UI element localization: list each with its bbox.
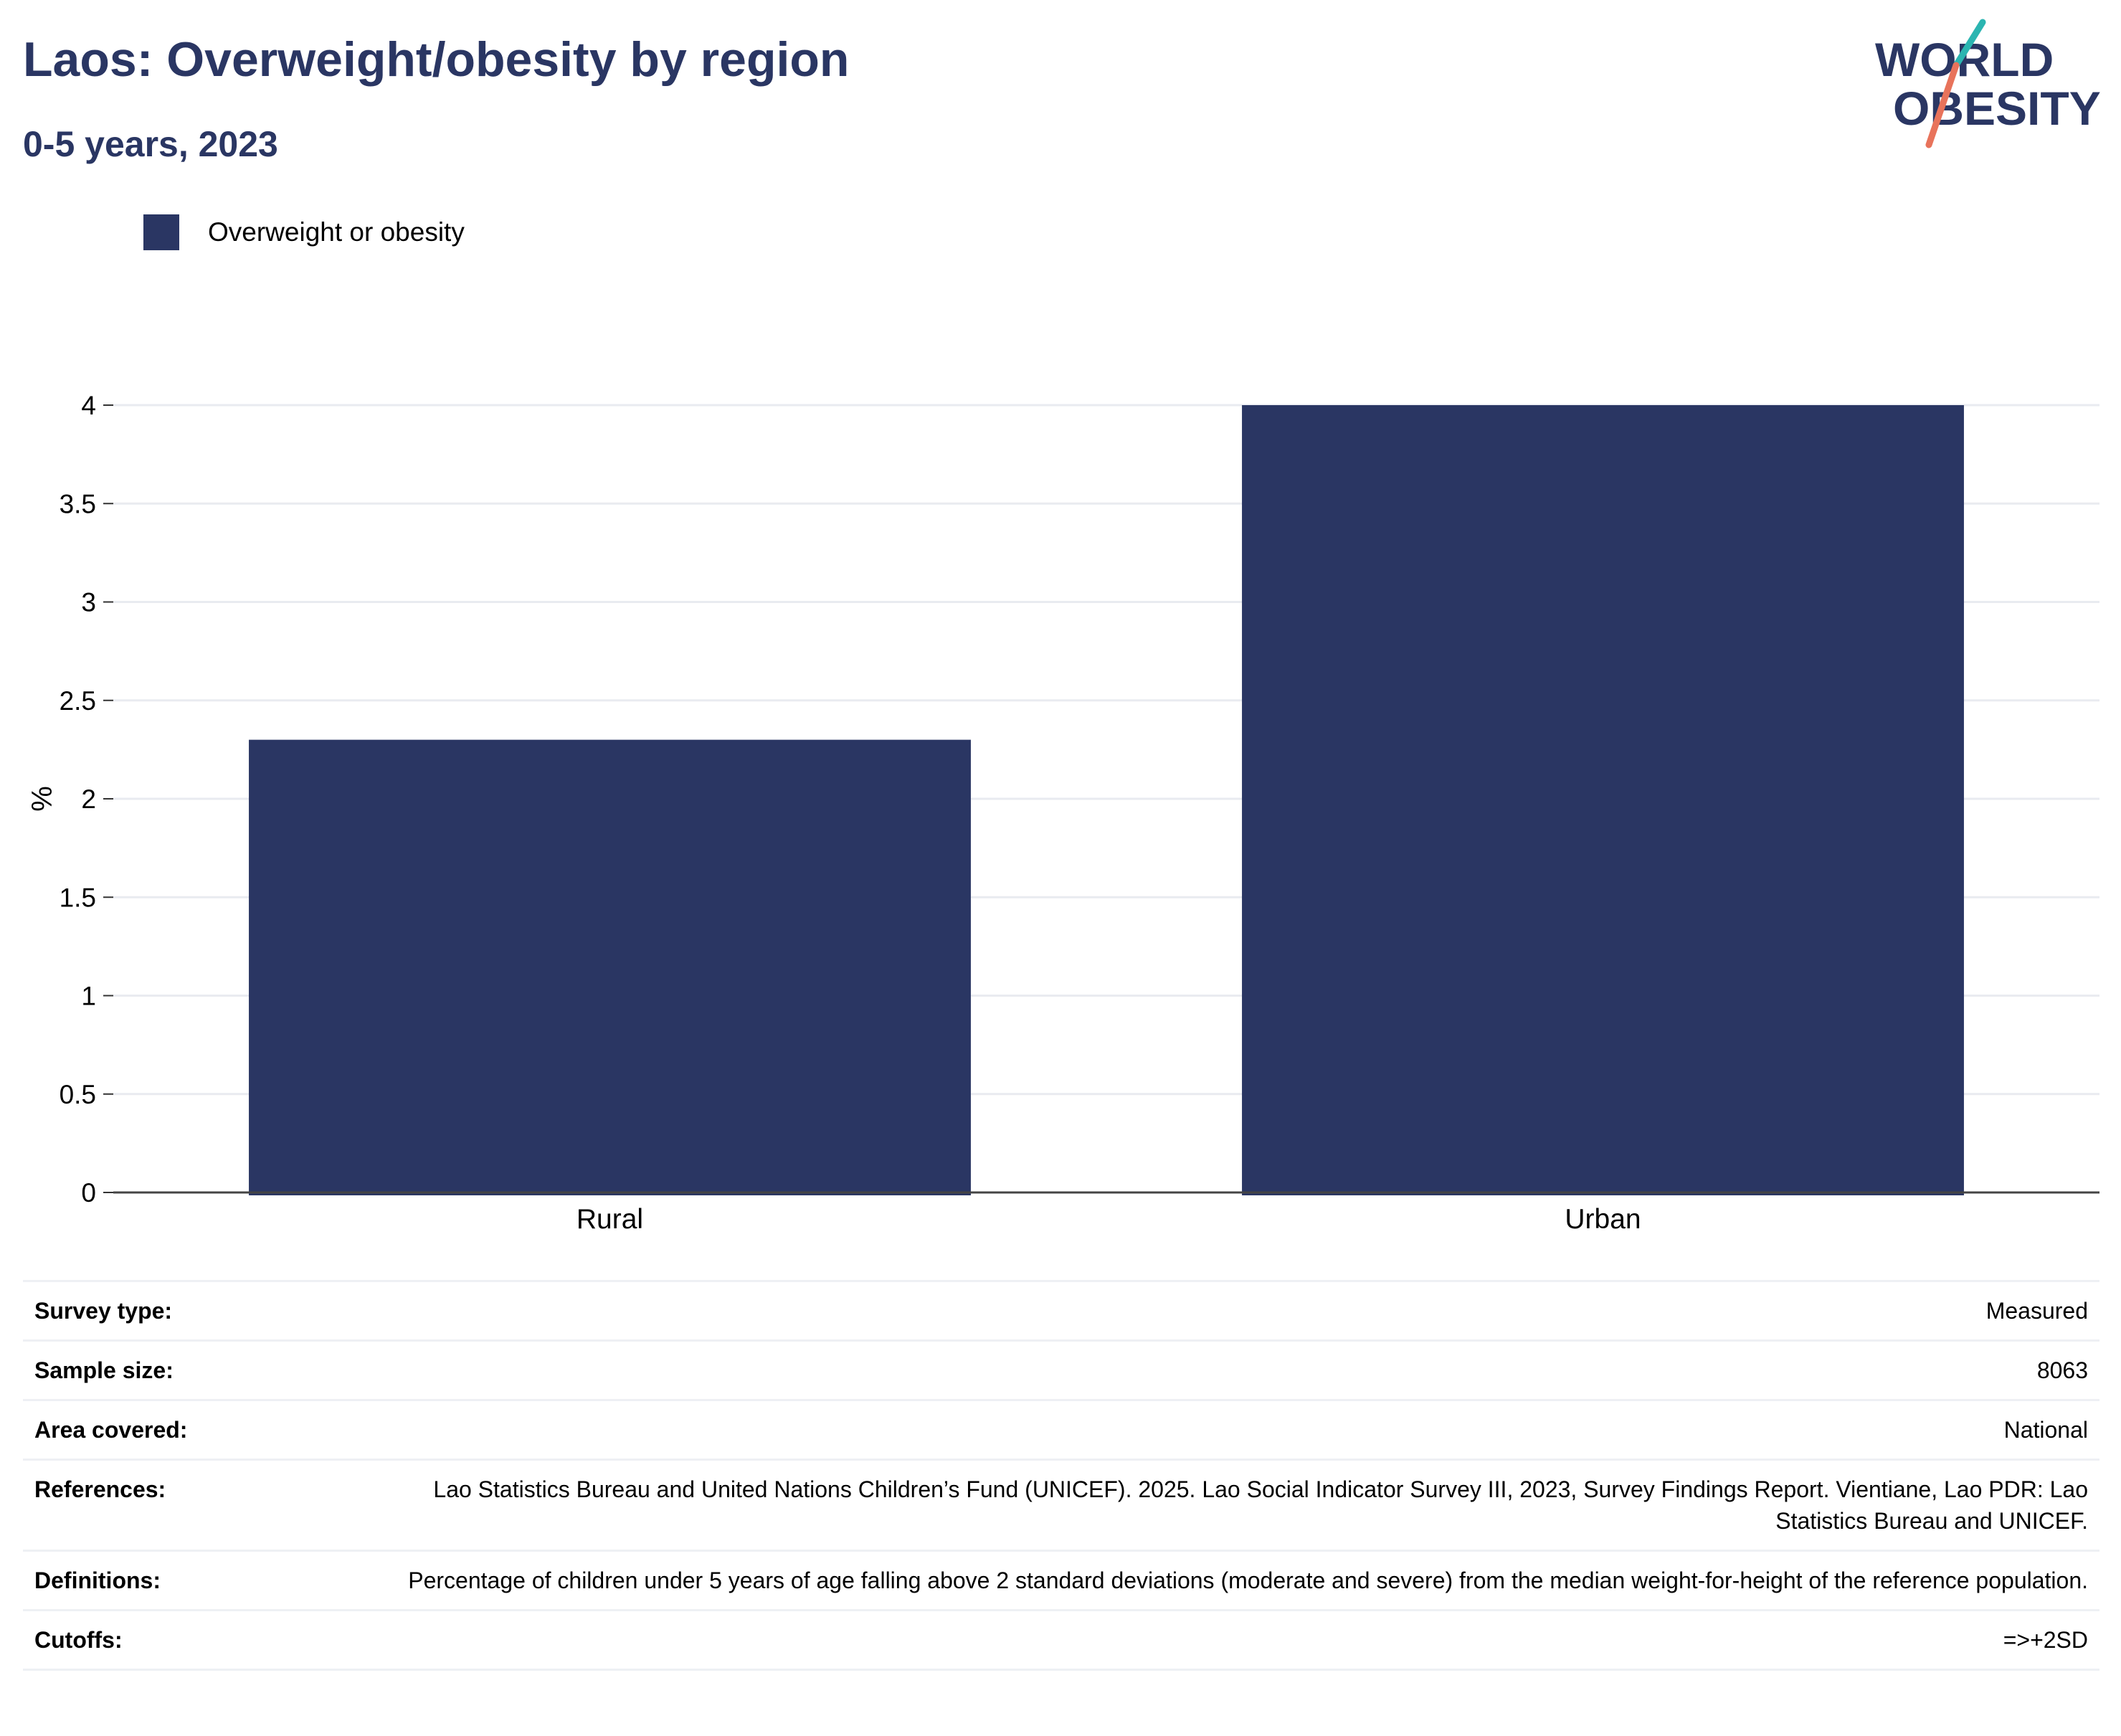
info-row-survey-type: Survey type: Measured (23, 1281, 2099, 1341)
y-tick-label: 0.5 (60, 1080, 96, 1109)
y-tick-label: 3 (81, 588, 96, 617)
info-row-sample-size: Sample size: 8063 (23, 1340, 2099, 1400)
logo-word-obesity: OBESITY (1893, 82, 2101, 135)
y-tick-label: 4 (81, 391, 96, 420)
y-tick-label: 2.5 (60, 686, 96, 716)
y-tick-label: 0 (81, 1178, 96, 1208)
info-label: Survey type: (34, 1298, 173, 1324)
info-value: Percentage of children under 5 years of … (408, 1567, 2088, 1593)
info-label: References: (34, 1476, 166, 1502)
info-label: Definitions: (34, 1567, 161, 1593)
chart-subtitle: 0-5 years, 2023 (23, 124, 278, 164)
info-label: Sample size: (34, 1357, 174, 1383)
bar-rural (249, 739, 971, 1195)
survey-info-table: Survey type: Measured Sample size: 8063 … (23, 1280, 2099, 1671)
logo-word-world: WORLD (1875, 33, 2054, 86)
x-tick-label: Urban (1565, 1204, 1641, 1235)
world-obesity-logo: WORLD OBESITY (1875, 19, 2101, 148)
logo-slash-teal (1952, 19, 1986, 69)
legend-swatch (143, 214, 179, 250)
y-tick-label: 1 (81, 982, 96, 1011)
info-label: Cutoffs: (34, 1627, 123, 1653)
info-value: 8063 (2036, 1357, 2088, 1383)
info-value: Lao Statistics Bureau and United Nations… (433, 1476, 2088, 1534)
y-tick-label: 1.5 (60, 883, 96, 912)
info-row-cutoffs: Cutoffs: =>+2SD (23, 1610, 2099, 1670)
info-value: Measured (1985, 1298, 2088, 1324)
info-row-area-covered: Area covered: National (23, 1400, 2099, 1460)
axes: 0 0.5 1 1.5 2 2.5 3 3.5 4 Rural Urban% (27, 391, 2099, 1235)
chart-title: Laos: Overweight/obesity by region (23, 32, 850, 87)
y-tick-label: 2 (81, 784, 96, 814)
bar-chart: 0 0.5 1 1.5 2 2.5 3 3.5 4 Rural Urban% (27, 391, 2099, 1235)
bar-urban (1242, 405, 1964, 1195)
logo-slash-coral (1925, 62, 1960, 148)
info-label: Area covered: (34, 1417, 188, 1443)
x-tick-label: Rural (576, 1204, 643, 1235)
bars (249, 405, 1964, 1195)
info-value: National (2003, 1417, 2088, 1443)
info-value: =>+2SD (2003, 1627, 2088, 1653)
info-row-definitions: Definitions: Percentage of children unde… (23, 1550, 2099, 1611)
legend: Overweight or obesity (143, 212, 465, 252)
legend-label: Overweight or obesity (208, 217, 465, 247)
info-row-references: References: Lao Statistics Bureau and Un… (23, 1459, 2099, 1551)
y-axis-label: % (27, 786, 58, 812)
y-tick-label: 3.5 (60, 489, 96, 518)
